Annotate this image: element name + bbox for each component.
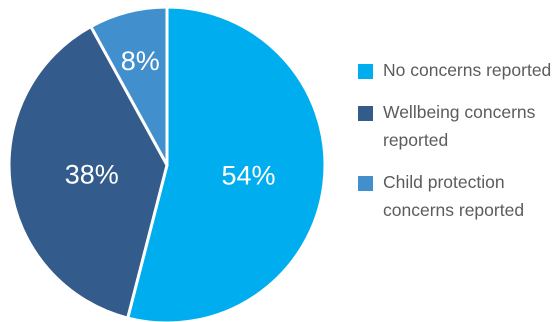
pie-slice-2 — [7, 25, 169, 320]
legend-swatch-child-protection — [358, 176, 373, 191]
legend: No concerns reported Wellbeing concerns … — [356, 56, 556, 238]
legend-label-child-protection: Child protection concerns reported — [383, 172, 525, 220]
legend-label-wellbeing: Wellbeing concerns reported — [383, 102, 536, 150]
legend-swatch-wellbeing — [358, 106, 373, 121]
legend-swatch-no-concerns — [358, 64, 373, 79]
legend-item-wellbeing: Wellbeing concerns reported — [356, 98, 556, 154]
legend-item-child-protection: Child protection concerns reported — [356, 168, 556, 224]
pie-slice-label-3: 8% — [121, 46, 160, 76]
pie-slice-label-1: 54% — [221, 160, 275, 190]
pie-slice-1 — [126, 5, 327, 322]
legend-item-no-concerns: No concerns reported — [356, 56, 556, 84]
pie-slice-label-2: 38% — [65, 160, 119, 190]
legend-label-no-concerns: No concerns reported — [383, 60, 552, 80]
pie-slice-3 — [89, 5, 169, 167]
